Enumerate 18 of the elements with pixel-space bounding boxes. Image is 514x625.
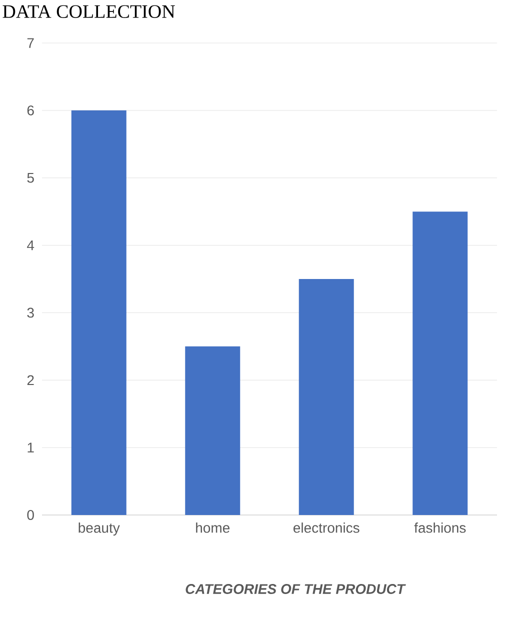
bar	[298, 279, 354, 515]
y-tick-label: 7	[27, 38, 34, 48]
chart-title: DATA COLLECTION	[2, 5, 175, 18]
y-tick-label: 0	[27, 510, 34, 520]
y-tick-label: 6	[27, 105, 34, 116]
x-tick-label: fashions	[414, 522, 466, 533]
y-tick-label: 4	[27, 240, 34, 250]
x-tick-label: beauty	[78, 522, 120, 536]
y-tick-label: 1	[28, 442, 34, 452]
x-axis-title: CATEGORIES OF THE PRODUCT	[186, 584, 406, 594]
bar	[71, 110, 126, 515]
x-tick-label: home	[196, 522, 230, 533]
y-tick-label: 3	[27, 308, 34, 318]
x-tick-label: electronics	[294, 522, 360, 533]
bar	[412, 212, 468, 515]
y-tick-label: 2	[27, 375, 34, 386]
bar	[185, 346, 240, 515]
y-tick-label: 5	[27, 172, 34, 183]
